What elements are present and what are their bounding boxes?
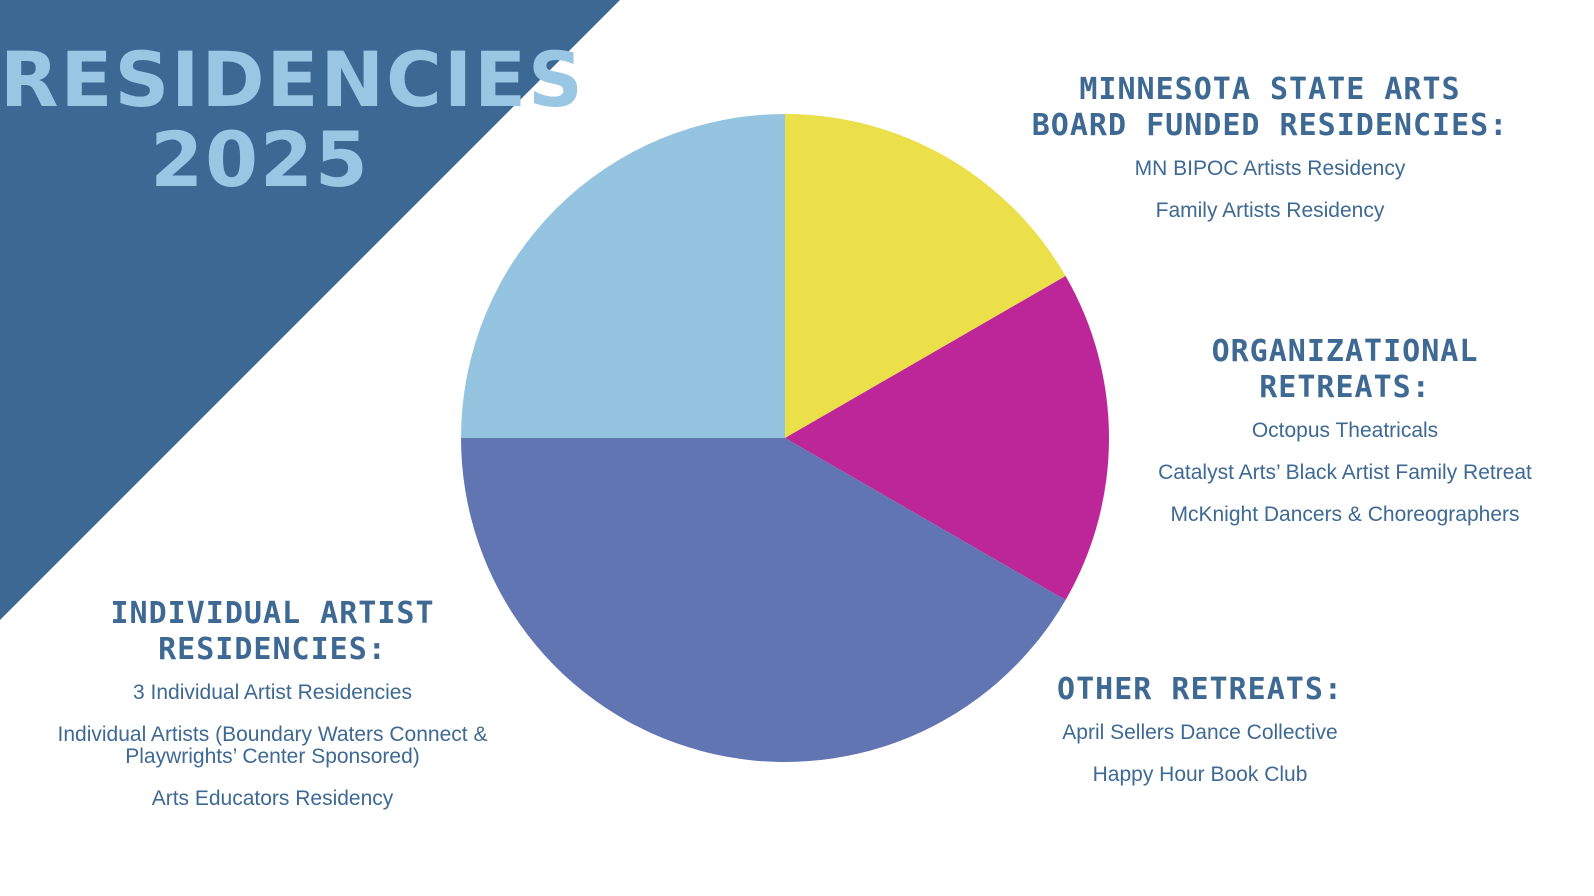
group-org: ORGANIZATIONAL RETREATS: Octopus Theatri… <box>1150 334 1540 546</box>
group-other-item: April Sellers Dance Collective <box>1062 721 1338 744</box>
pie-slice-other <box>461 438 1066 762</box>
group-org-item: McKnight Dancers & Choreographers <box>1170 503 1520 526</box>
pie-slice-msab <box>785 114 1066 438</box>
group-indiv-item: Individual Artists (Boundary Waters Conn… <box>57 723 488 768</box>
group-indiv-heading-line1: INDIVIDUAL ARTIST <box>110 596 435 631</box>
group-msab-item: Family Artists Residency <box>1155 199 1385 222</box>
group-indiv-heading-line2: RESIDENCIES: <box>158 632 387 667</box>
group-indiv-item: 3 Individual Artist Residencies <box>133 681 412 704</box>
group-org-heading: ORGANIZATIONAL RETREATS: <box>1150 334 1540 406</box>
pie-slice-indiv <box>461 114 785 438</box>
group-msab: MINNESOTA STATE ARTS BOARD FUNDED RESIDE… <box>1000 72 1540 242</box>
group-indiv-item: Arts Educators Residency <box>151 787 394 810</box>
pie-slice-org <box>785 276 1110 600</box>
group-msab-item: MN BIPOC Artists Residency <box>1134 157 1406 180</box>
group-other: OTHER RETREATS: April Sellers Dance Coll… <box>1000 672 1400 806</box>
group-indiv: INDIVIDUAL ARTIST RESIDENCIES: 3 Individ… <box>20 596 525 830</box>
group-msab-heading-line2: BOARD FUNDED RESIDENCIES: <box>1031 108 1509 143</box>
group-msab-heading: MINNESOTA STATE ARTS BOARD FUNDED RESIDE… <box>1000 72 1540 144</box>
main-title: RESIDENCIES 2025 <box>0 35 585 204</box>
group-org-heading-line1: ORGANIZATIONAL <box>1211 334 1479 369</box>
group-org-heading-line2: RETREATS: <box>1259 370 1431 405</box>
main-title-line1: RESIDENCIES <box>0 35 585 124</box>
group-msab-heading-line1: MINNESOTA STATE ARTS <box>1079 72 1461 107</box>
main-title-line2: 2025 <box>150 115 370 204</box>
group-org-item: Octopus Theatricals <box>1251 419 1439 442</box>
group-other-heading: OTHER RETREATS: <box>1000 672 1400 708</box>
group-org-item: Catalyst Arts’ Black Artist Family Retre… <box>1158 461 1532 484</box>
group-other-heading-line1: OTHER RETREATS: <box>1057 672 1343 707</box>
group-indiv-heading: INDIVIDUAL ARTIST RESIDENCIES: <box>20 596 525 668</box>
group-other-item: Happy Hour Book Club <box>1092 763 1308 786</box>
